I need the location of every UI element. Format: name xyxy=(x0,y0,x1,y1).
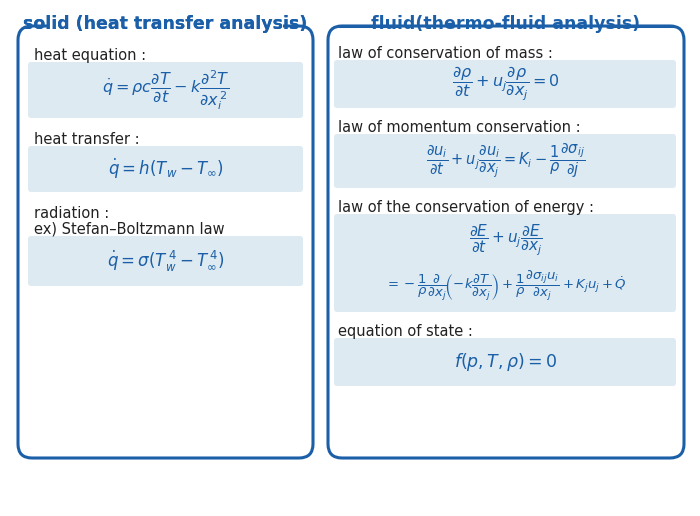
FancyBboxPatch shape xyxy=(328,26,684,458)
Text: fluid(thermo-fluid analysis): fluid(thermo-fluid analysis) xyxy=(372,15,640,33)
FancyBboxPatch shape xyxy=(334,338,676,386)
Text: equation of state :: equation of state : xyxy=(338,324,473,339)
Text: $\dfrac{\partial E}{\partial t} + u_j\dfrac{\partial E}{\partial x_j}$: $\dfrac{\partial E}{\partial t} + u_j\df… xyxy=(469,222,542,257)
FancyBboxPatch shape xyxy=(28,62,303,118)
Text: $\dfrac{\partial \rho}{\partial t} + u_j\dfrac{\partial \rho}{\partial x_j} =0$: $\dfrac{\partial \rho}{\partial t} + u_j… xyxy=(452,64,560,103)
FancyBboxPatch shape xyxy=(48,18,283,34)
Text: $\dot{q} =h(T_w-T_\infty)$: $\dot{q} =h(T_w-T_\infty)$ xyxy=(108,157,223,181)
Text: $= -\dfrac{1}{\rho}\dfrac{\partial}{\partial x_j}\!\left(-k\dfrac{\partial T}{\p: $= -\dfrac{1}{\rho}\dfrac{\partial}{\par… xyxy=(385,269,627,303)
Text: heat equation :: heat equation : xyxy=(34,48,146,63)
FancyBboxPatch shape xyxy=(334,134,676,188)
Text: law of momentum conservation :: law of momentum conservation : xyxy=(338,120,580,135)
Text: radiation :: radiation : xyxy=(34,206,109,221)
Text: $\dot{q} =\rho c\dfrac{\partial T}{\partial t} - k\dfrac{\partial^2 T}{\partial : $\dot{q} =\rho c\dfrac{\partial T}{\part… xyxy=(102,68,230,112)
Text: $f(p,T,\rho)=0$: $f(p,T,\rho)=0$ xyxy=(454,351,558,373)
FancyBboxPatch shape xyxy=(28,146,303,192)
Text: $\dot{q} =\sigma(T_w^{\,4}-T_\infty^{\,4})$: $\dot{q} =\sigma(T_w^{\,4}-T_\infty^{\,4… xyxy=(106,248,225,273)
Text: heat transfer :: heat transfer : xyxy=(34,132,139,147)
Text: solid (heat transfer analysis): solid (heat transfer analysis) xyxy=(23,15,307,33)
Text: law of the conservation of energy :: law of the conservation of energy : xyxy=(338,200,594,215)
FancyBboxPatch shape xyxy=(28,236,303,286)
FancyBboxPatch shape xyxy=(18,26,313,458)
FancyBboxPatch shape xyxy=(334,214,676,312)
Text: law of conservation of mass :: law of conservation of mass : xyxy=(338,46,553,61)
Text: ex) Stefan–Boltzmann law: ex) Stefan–Boltzmann law xyxy=(34,222,225,237)
FancyBboxPatch shape xyxy=(334,60,676,108)
Text: $\dfrac{\partial u_i}{\partial t} + u_j\dfrac{\partial u_i}{\partial x_j}  = K_i: $\dfrac{\partial u_i}{\partial t} + u_j\… xyxy=(426,142,586,180)
Text: solid (heat transfer analysis): solid (heat transfer analysis) xyxy=(23,15,307,33)
